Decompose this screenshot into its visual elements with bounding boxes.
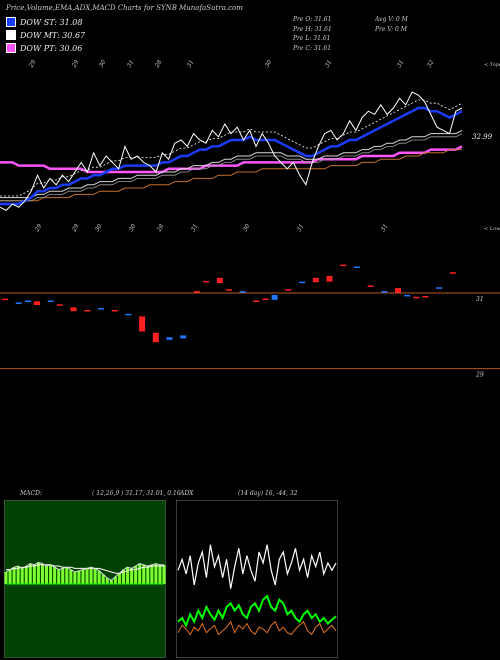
candle <box>24 300 31 302</box>
candle <box>449 272 456 274</box>
candle <box>70 307 77 312</box>
candle <box>381 291 388 293</box>
candle <box>180 335 187 339</box>
macd-background <box>4 500 166 658</box>
candle <box>56 304 63 306</box>
date-tick-label: 30 <box>264 59 274 69</box>
candle <box>84 310 91 312</box>
adx-label: ADX <box>180 490 194 497</box>
date-tick-label: 31 <box>396 59 406 69</box>
adx-background <box>176 500 338 658</box>
candle <box>395 288 401 293</box>
candle <box>285 289 292 291</box>
candle <box>326 275 333 282</box>
date-tick-label: 31 <box>186 59 196 69</box>
candle <box>34 301 40 306</box>
candle <box>139 316 146 332</box>
corner-label: < Topo <box>484 62 500 68</box>
macd-panel <box>4 500 166 658</box>
legend-label: DOW MT: 30.67 <box>20 30 86 40</box>
candle <box>367 285 374 287</box>
ema-long-line <box>0 149 462 202</box>
legend-label: DOW PT: 30.06 <box>20 43 83 53</box>
adx-values: (14 day) 16, -44, 32 <box>238 490 298 497</box>
candle <box>262 298 269 301</box>
candle <box>2 298 8 301</box>
ohlc-info: Pre O: 31.61 Pre H: 31.61 Pre L: 31.61 P… <box>293 15 332 53</box>
prev-volume: Pre V: 0 M <box>375 25 407 33</box>
macd-line <box>5 561 164 582</box>
candle <box>125 313 132 316</box>
candle <box>152 332 159 343</box>
date-tick-label: 29 <box>70 59 80 70</box>
date-tick-label: 29 <box>27 59 37 70</box>
date-tick-label: 31 <box>324 59 334 69</box>
adx-panel <box>176 500 338 658</box>
ohlc-close: Pre C: 31.61 <box>293 44 332 52</box>
price-line <box>0 91 463 212</box>
candle <box>253 300 260 302</box>
price-level-label: 29 <box>475 372 484 379</box>
date-tick-label: 30 <box>94 223 104 233</box>
dow-st-line <box>0 106 463 206</box>
candle <box>216 277 223 284</box>
date-tick-label: 29 <box>70 223 80 234</box>
legend-swatch <box>6 17 16 27</box>
date-tick-label: 32 <box>426 59 436 69</box>
candle <box>111 310 118 312</box>
date-tick-label: 31 <box>296 223 306 233</box>
adx-minus-di-line <box>177 594 337 628</box>
adx-line <box>177 620 337 636</box>
date-tick-label: 31 <box>126 59 136 69</box>
chart-title: Price,Volume,EMA,ADX,MACD Charts for SYN… <box>6 4 243 12</box>
candle <box>225 289 232 291</box>
volume-info: Avg V: 0 M Pre V: 0 M <box>375 15 408 34</box>
candle <box>166 337 173 340</box>
last-price-label: 32.99 <box>472 133 493 141</box>
price-level-label: 31 <box>476 296 484 303</box>
legend-dow-mt: DOW MT: 30.67 <box>6 30 85 40</box>
adx-plus-di-line <box>177 544 337 589</box>
corner-label: < Lowest <box>484 226 500 232</box>
date-tick-label: 30 <box>128 223 138 233</box>
legend-swatch <box>6 30 16 40</box>
candle <box>47 300 54 302</box>
date-tick-label: 30 <box>98 59 108 69</box>
avg-volume: Avg V: 0 M <box>375 16 408 23</box>
legend-dow-st: DOW ST: 31.08 <box>6 17 82 27</box>
candle <box>413 296 420 299</box>
date-tick-label: 31 <box>380 223 390 233</box>
ohlc-high: Pre H: 31.61 <box>293 25 332 33</box>
candle <box>436 287 443 289</box>
date-tick-label: 31 <box>190 223 200 233</box>
ema-short-dashed <box>0 99 463 197</box>
date-tick-label: 30 <box>242 223 252 233</box>
date-tick-label: 28 <box>155 223 165 234</box>
legend-swatch <box>6 43 16 53</box>
candle <box>404 294 411 297</box>
candle <box>340 264 347 267</box>
macd-signal-line <box>6 564 164 574</box>
candle <box>353 266 360 268</box>
macd-label: MACD: <box>20 490 42 497</box>
ema-mid2-line <box>0 133 463 202</box>
ohlc-open: Pre O: 31.61 <box>293 16 332 23</box>
date-tick-label: 28 <box>153 59 163 70</box>
candle <box>203 280 210 283</box>
price-chart: 29 29 30 31 28 31 30 31 31 32 < Topo 32.99 29 29 30 30 2… <box>0 59 500 379</box>
date-tick-label: 29 <box>33 223 43 234</box>
candle <box>98 308 104 310</box>
ohlc-low: Pre L: 31.61 <box>293 35 331 42</box>
candle <box>271 294 278 300</box>
candle <box>15 302 22 304</box>
legend-dow-pt: DOW PT: 30.06 <box>6 43 82 53</box>
candle <box>422 296 429 298</box>
candle <box>239 291 246 293</box>
ema-mid-line <box>0 129 463 199</box>
candle <box>299 281 306 284</box>
candle <box>193 291 200 293</box>
macd-values: ( 12,26,9 ) 31.17, 31.01, 0.16 <box>92 490 181 497</box>
candle <box>312 277 319 283</box>
legend-label: DOW ST: 31.08 <box>20 17 83 27</box>
